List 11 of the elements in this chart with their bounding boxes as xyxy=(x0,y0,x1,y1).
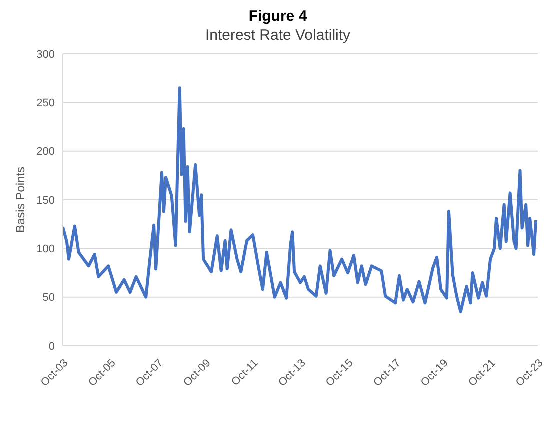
y-tick-label: 200 xyxy=(36,146,55,158)
y-tick-label: 0 xyxy=(48,340,55,353)
y-tick-label: 300 xyxy=(36,48,55,61)
chart-title: Figure 4 xyxy=(248,8,308,26)
y-axis-title: Basis Points xyxy=(13,166,28,234)
chart-subtitle: Interest Rate Volatility xyxy=(204,26,352,46)
y-tick-label: 100 xyxy=(36,244,55,256)
line-series xyxy=(63,86,538,314)
y-tick-label: 150 xyxy=(36,194,55,207)
y-tick-label: 50 xyxy=(42,292,55,304)
y-tick-label: 250 xyxy=(36,98,55,110)
